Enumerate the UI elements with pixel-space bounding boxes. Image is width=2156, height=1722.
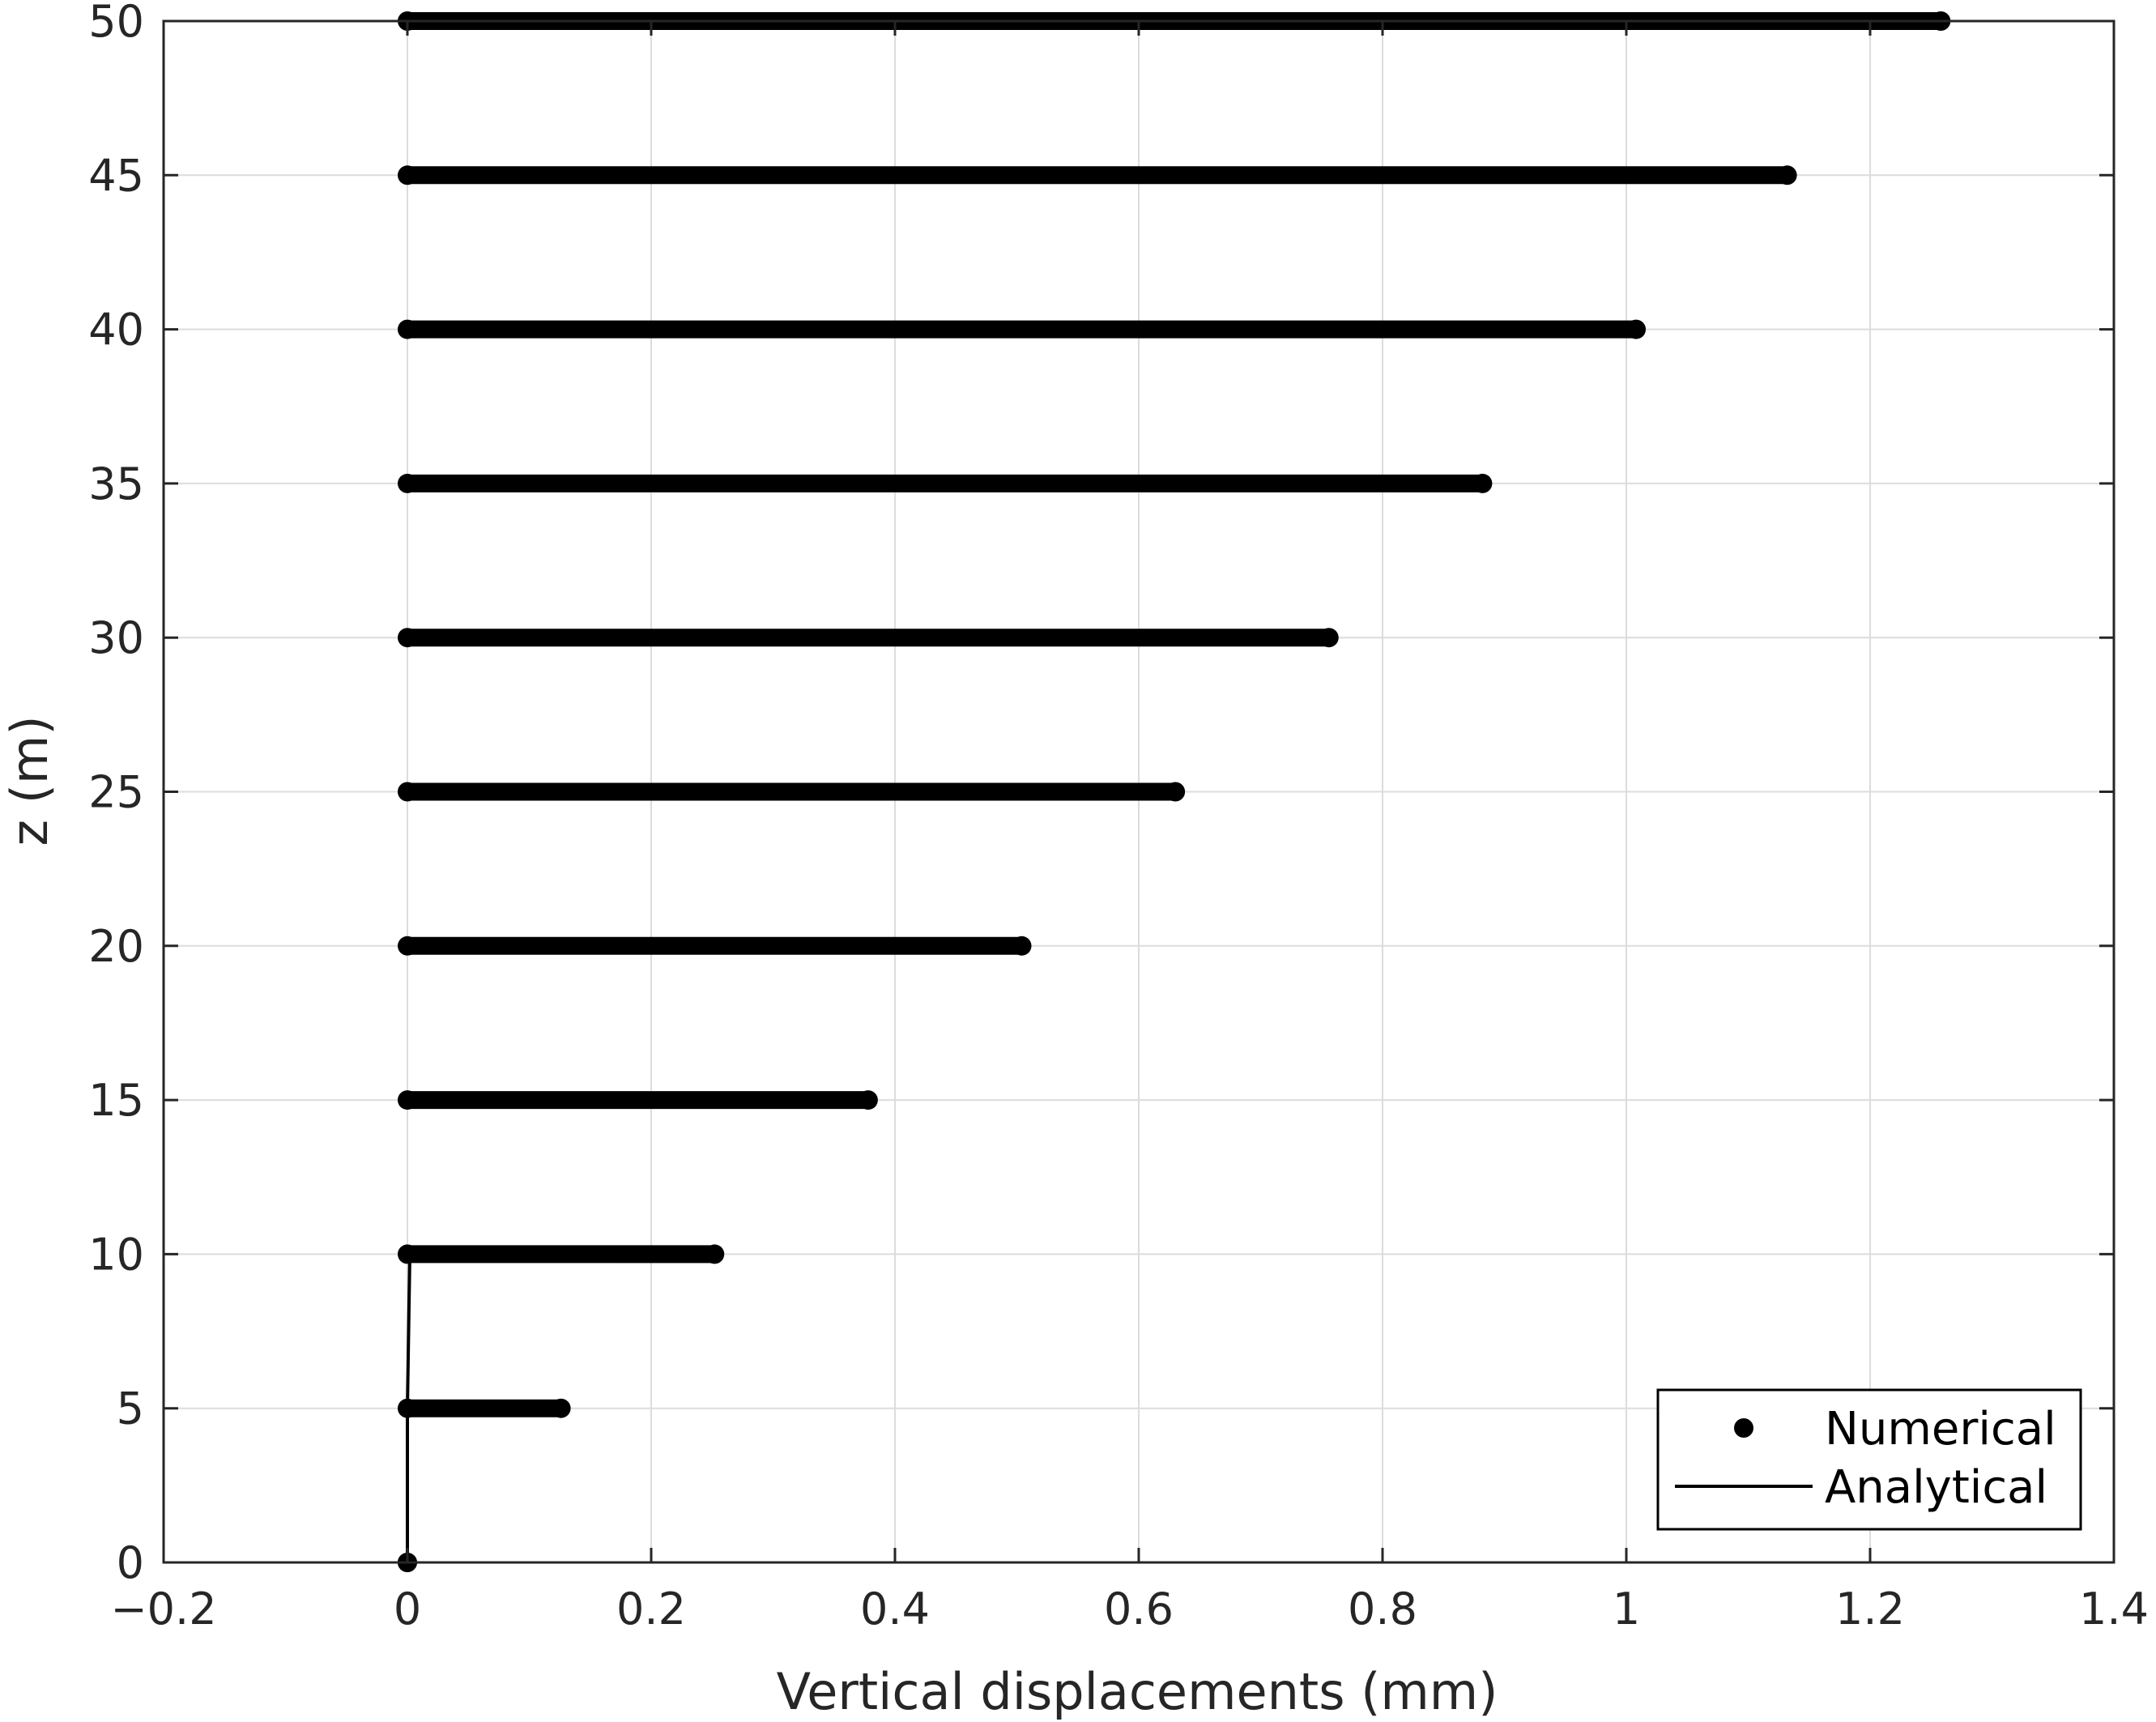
analytical-line: [406, 1254, 412, 1562]
y-tick-label: 35: [88, 458, 144, 509]
numerical-level-z35: [398, 473, 1493, 493]
numerical-level-z25: [398, 782, 1186, 802]
numerical-point: [398, 473, 417, 493]
x-axis-label: Vertical displacements (mm): [777, 1662, 1498, 1721]
legend-box: [1656, 1388, 2082, 1531]
numerical-point: [398, 319, 417, 339]
numerical-point: [1319, 628, 1339, 648]
legend-label-numerical: Numerical: [1825, 1403, 2056, 1456]
y-tick-label: 25: [88, 767, 144, 818]
numerical-level-z30: [398, 628, 1339, 648]
numerical-level-z40: [398, 319, 1647, 339]
x-tick-label: 0.2: [616, 1583, 686, 1635]
numerical-point: [398, 165, 417, 185]
y-tick-label: 40: [88, 305, 144, 356]
x-tick-label: 0: [394, 1583, 421, 1635]
numerical-point: [1012, 936, 1032, 956]
x-tick-label: 1: [1613, 1583, 1640, 1635]
x-tick-label: 0.6: [1104, 1583, 1174, 1635]
y-tick-label: 15: [88, 1075, 144, 1126]
x-tick-label: 0.4: [860, 1583, 930, 1635]
numerical-level-z20: [398, 936, 1032, 956]
numerical-point: [1165, 782, 1186, 802]
tick-labels: −0.2 0 0.2 0.4 0.6 0.8 1 1.2 1.40510152025303540…: [88, 0, 2149, 1635]
numerical-point: [705, 1244, 725, 1264]
legend-label-analytical: Analytical: [1825, 1461, 2047, 1514]
numerical-point: [551, 1398, 571, 1418]
x-tick-label: −0.2: [110, 1583, 216, 1635]
numerical-point: [1777, 165, 1797, 185]
numerical-level-z5: [398, 1398, 571, 1418]
numerical-point: [398, 782, 417, 802]
x-tick-label: 0.8: [1348, 1583, 1417, 1635]
y-tick-label: 50: [88, 0, 144, 47]
y-tick-label: 10: [88, 1229, 144, 1280]
y-tick-label: 30: [88, 612, 144, 663]
numerical-point: [1626, 319, 1647, 339]
legend: Numerical Analytical: [1656, 1388, 2082, 1531]
legend-marker-numerical: [1734, 1418, 1753, 1438]
numerical-point: [858, 1090, 878, 1110]
numerical-level-z10: [398, 1244, 725, 1264]
axes: [162, 19, 2116, 1564]
x-tick-label: 1.2: [1835, 1583, 1905, 1635]
y-tick-label: 45: [88, 150, 144, 201]
numerical-level-z45: [398, 165, 1797, 185]
numerical-point: [398, 1090, 417, 1110]
y-axis-label: z (m): [0, 715, 59, 846]
y-tick-label: 5: [117, 1383, 144, 1434]
y-tick-label: 0: [117, 1537, 144, 1588]
y-tick-label: 20: [88, 921, 144, 972]
numerical-point: [398, 1244, 417, 1264]
numerical-level-z15: [398, 1090, 878, 1110]
numerical-point: [398, 628, 417, 648]
x-tick-label: 1.4: [2079, 1583, 2149, 1635]
numerical-point: [398, 936, 417, 956]
numerical-point: [1472, 473, 1493, 493]
